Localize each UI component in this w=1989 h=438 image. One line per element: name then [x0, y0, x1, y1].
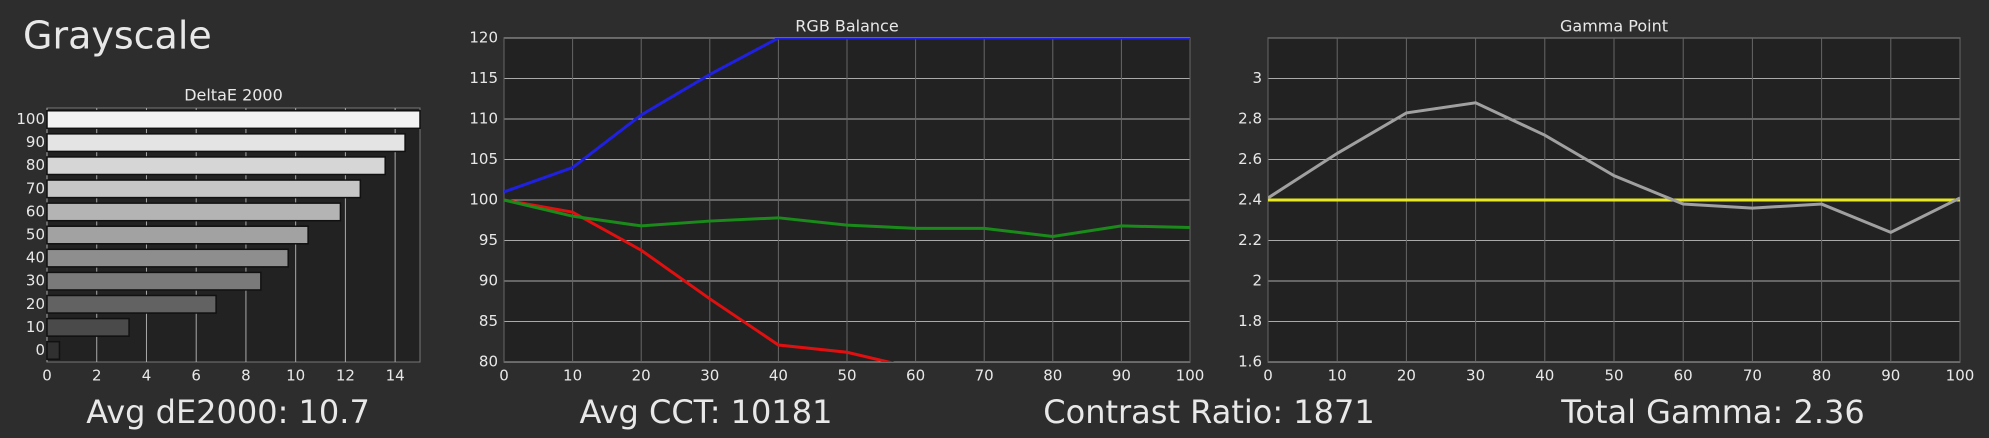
x-tick-label: 10: [1328, 367, 1347, 385]
y-tick-label: 3: [1252, 69, 1262, 87]
x-tick-label: 8: [241, 367, 251, 385]
x-tick-label: 80: [1812, 367, 1831, 385]
y-tick-label: 20: [26, 295, 45, 313]
x-tick-label: 60: [1674, 367, 1693, 385]
series-group: [1268, 101, 1960, 235]
chart-title: Gamma Point: [1560, 17, 1668, 36]
x-tick-label: 0: [42, 367, 52, 385]
x-tick-label: 20: [632, 367, 651, 385]
summary: Avg CCT: 10181: [580, 393, 833, 431]
y-tick-label: 1.8: [1238, 312, 1262, 330]
x-tick-label: 4: [142, 367, 152, 385]
bar: [46, 133, 406, 153]
y-tick-label: 40: [26, 249, 45, 267]
y-tick-label: 85: [479, 312, 498, 330]
bar: [46, 248, 289, 268]
y-tick-label: 2: [1252, 272, 1262, 290]
y-tick-label: 90: [26, 133, 45, 151]
series-group: [504, 38, 1190, 362]
x-tick-label: 30: [1466, 367, 1485, 385]
x-tick-label: 90: [1112, 367, 1131, 385]
x-tick-label: 40: [769, 367, 788, 385]
y-tick-label: 95: [479, 231, 498, 249]
x-tick-label: 14: [386, 367, 405, 385]
summary: Contrast Ratio: 1871: [1043, 393, 1374, 431]
y-tick-label: 50: [26, 226, 45, 244]
bar: [46, 317, 130, 337]
x-tick-label: 20: [1397, 367, 1416, 385]
y-tick-label: 60: [26, 202, 45, 220]
series-line: [1268, 101, 1960, 235]
bar: [46, 110, 421, 130]
y-tick-label: 100: [16, 110, 45, 128]
x-tick-label: 60: [906, 367, 925, 385]
page-title: Grayscale: [23, 14, 212, 58]
summary: Total Gamma: 2.36: [1560, 393, 1864, 431]
y-tick-label: 1.6: [1238, 353, 1262, 371]
y-tick-label: 90: [479, 272, 498, 290]
y-tick-label: 0: [35, 341, 45, 359]
y-tick-label: 30: [26, 272, 45, 290]
y-tick-label: 70: [26, 179, 45, 197]
bar: [46, 179, 362, 199]
x-tick-label: 100: [1946, 367, 1975, 385]
x-tick-label: 40: [1535, 367, 1554, 385]
bar: [46, 271, 262, 291]
x-tick-label: 6: [191, 367, 201, 385]
series-line: [504, 198, 1190, 238]
x-tick-label: 10: [563, 367, 582, 385]
y-tick-label: 80: [479, 353, 498, 371]
x-tick-label: 0: [499, 367, 509, 385]
x-tick-label: 12: [336, 367, 355, 385]
y-tick-label: 80: [26, 156, 45, 174]
bar: [46, 340, 61, 360]
y-tick-label: 120: [469, 29, 498, 47]
y-tick-label: 100: [469, 191, 498, 209]
x-tick-label: 70: [1743, 367, 1762, 385]
bar: [46, 225, 309, 245]
summary: Avg dE2000: 10.7: [86, 393, 370, 431]
y-tick-label: 110: [469, 110, 498, 128]
y-tick-label: 2.2: [1238, 231, 1262, 249]
x-tick-label: 100: [1176, 367, 1205, 385]
x-tick-label: 90: [1881, 367, 1900, 385]
x-tick-label: 30: [700, 367, 719, 385]
x-tick-label: 2: [92, 367, 102, 385]
bar: [46, 294, 217, 314]
x-tick-label: 50: [1604, 367, 1623, 385]
bar: [46, 156, 386, 176]
chart-title: DeltaE 2000: [184, 86, 283, 105]
x-tick-label: 10: [286, 367, 305, 385]
y-tick-label: 105: [469, 150, 498, 168]
x-tick-label: 70: [975, 367, 994, 385]
bar: [46, 202, 342, 222]
y-tick-label: 2.8: [1238, 110, 1262, 128]
x-tick-label: 80: [1043, 367, 1062, 385]
y-tick-label: 2.4: [1238, 191, 1262, 209]
chart-title: RGB Balance: [795, 17, 898, 36]
x-tick-label: 50: [837, 367, 856, 385]
y-tick-label: 2.6: [1238, 150, 1262, 168]
series-line: [504, 198, 895, 362]
series-line: [504, 38, 1190, 194]
y-tick-label: 10: [26, 318, 45, 336]
y-tick-label: 115: [469, 69, 498, 87]
x-tick-label: 0: [1263, 367, 1273, 385]
